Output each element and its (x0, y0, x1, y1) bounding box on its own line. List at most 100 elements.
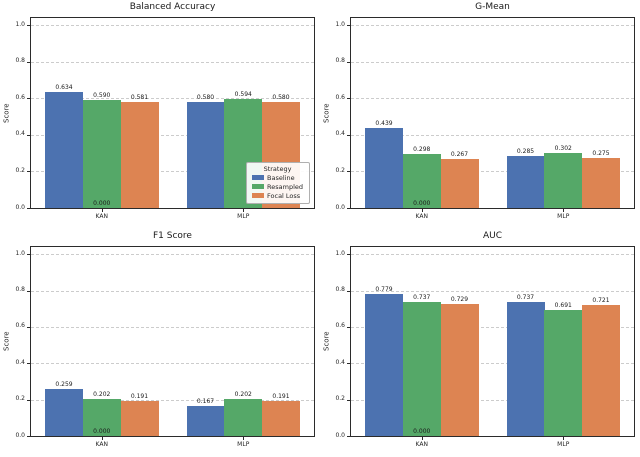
x-tick-label: KAN (95, 441, 108, 448)
y-gridline (31, 98, 314, 99)
chart-panel-auc: AUC Score 0.779 0.737 0.729 0.737 0.691 0.721… (320, 229, 640, 457)
bar-value-label: 0.779 (375, 286, 393, 293)
y-tick-label: 0.4 (15, 130, 25, 138)
bar-value-label: 0.580 (272, 94, 290, 101)
y-gridline (351, 135, 634, 136)
bar-value-label: 0.691 (554, 302, 572, 309)
plot-area: 0.259 0.202 0.191 0.167 0.202 0.191 0.000 (30, 246, 315, 437)
bar-mlp-baseline (507, 156, 545, 208)
y-gridline (351, 62, 634, 63)
legend-label: Focal Loss (267, 191, 301, 200)
y-gridline (31, 254, 314, 255)
x-tick-mark (101, 437, 103, 440)
y-tick-mark (27, 436, 30, 437)
bar-kan-baseline (45, 92, 83, 208)
bar-mlp-focal-loss (582, 158, 620, 208)
bar-value-label: 0.439 (375, 120, 393, 127)
y-axis-label: Score (2, 331, 11, 352)
bar-value-label: 0.202 (234, 391, 252, 398)
bar-kan-resampled (83, 399, 121, 436)
bar-kan-resampled (403, 154, 441, 208)
x-tick-label: KAN (95, 213, 108, 220)
y-tick-label: 0.4 (335, 130, 345, 138)
y-tick-mark (347, 25, 350, 27)
plot-area: 0.779 0.737 0.729 0.737 0.691 0.721 0.000 (350, 246, 635, 437)
y-axis-label: Score (322, 103, 331, 123)
y-tick-mark (347, 363, 350, 365)
bar-value-label: 0.298 (413, 146, 431, 153)
bar-value-label: 0.167 (196, 398, 215, 405)
y-gridline (31, 327, 314, 328)
y-gridline (31, 171, 314, 172)
y-tick-label: 0.6 (15, 322, 25, 330)
zero-value-label: 0.000 (413, 428, 431, 435)
x-tick-label: KAN (415, 213, 428, 220)
y-tick-label: 1.0 (15, 20, 25, 28)
bar-value-label: 0.285 (516, 148, 535, 155)
x-tick-mark (243, 209, 245, 212)
y-tick-mark (347, 436, 350, 437)
y-tick-label: 0.6 (15, 93, 25, 101)
y-tick-mark (347, 326, 350, 328)
chart-title: F1 Score (153, 231, 192, 241)
y-tick-mark (27, 290, 30, 292)
y-tick-mark (27, 208, 30, 209)
y-tick-mark (27, 254, 30, 256)
y-gridline (351, 400, 634, 401)
y-gridline (31, 363, 314, 364)
x-tick-mark (563, 437, 565, 440)
bar-mlp-baseline (187, 102, 225, 208)
legend-item-baseline: Baseline (252, 174, 303, 182)
x-tick-label: MLP (237, 213, 250, 220)
bar-kan-focal-loss (441, 159, 479, 208)
y-tick-label: 0.2 (15, 166, 25, 174)
y-tick-mark (347, 399, 350, 401)
y-tick-mark (27, 61, 30, 63)
bar-value-label: 0.737 (516, 294, 535, 301)
bar-value-label: 0.580 (196, 94, 215, 101)
bar-mlp-baseline (187, 406, 225, 436)
bar-kan-resampled (403, 302, 441, 436)
bar-value-label: 0.594 (234, 91, 252, 98)
x-tick-mark (563, 209, 565, 212)
y-tick-label: 0.6 (335, 322, 345, 330)
y-tick-label: 0.8 (335, 57, 345, 65)
y-tick-label: 0.0 (335, 431, 345, 439)
bar-kan-resampled (83, 100, 121, 208)
y-tick-mark (347, 61, 350, 63)
y-tick-mark (347, 98, 350, 100)
bar-value-label: 0.590 (93, 92, 111, 99)
legend-label: Resampled (267, 182, 303, 191)
y-gridline (351, 171, 634, 172)
y-gridline (31, 400, 314, 401)
y-gridline (351, 327, 634, 328)
y-tick-mark (347, 254, 350, 256)
y-tick-label: 0.4 (15, 358, 25, 366)
legend-label: Baseline (267, 173, 295, 182)
y-tick-label: 0.6 (335, 93, 345, 101)
chart-title: AUC (482, 231, 503, 241)
y-tick-label: 0.8 (15, 57, 25, 65)
y-tick-mark (27, 363, 30, 365)
bar-mlp-resampled (544, 153, 582, 208)
x-tick-mark (101, 209, 103, 212)
bar-value-label: 0.634 (55, 84, 73, 91)
bar-kan-baseline (365, 128, 403, 208)
plot-area: 0.634 0.590 0.581 0.580 0.594 0.580 0.000 Strat… (30, 17, 315, 209)
bar-value-label: 0.259 (55, 381, 73, 388)
zero-value-label: 0.000 (413, 200, 431, 207)
y-tick-label: 0.2 (15, 395, 25, 403)
y-tick-mark (27, 326, 30, 328)
y-tick-mark (347, 171, 350, 173)
y-tick-label: 0.0 (15, 203, 25, 211)
x-tick-mark (421, 437, 423, 440)
bar-value-label: 0.737 (413, 294, 431, 301)
bar-mlp-resampled (544, 310, 582, 436)
bar-mlp-focal-loss (262, 401, 300, 436)
y-tick-label: 0.8 (15, 286, 25, 294)
y-tick-mark (347, 208, 350, 209)
bar-value-label: 0.302 (554, 145, 572, 152)
legend: Strategy Baseline Resampled Focal Loss (246, 161, 310, 204)
bar-value-label: 0.267 (450, 151, 469, 158)
y-gridline (31, 62, 314, 63)
